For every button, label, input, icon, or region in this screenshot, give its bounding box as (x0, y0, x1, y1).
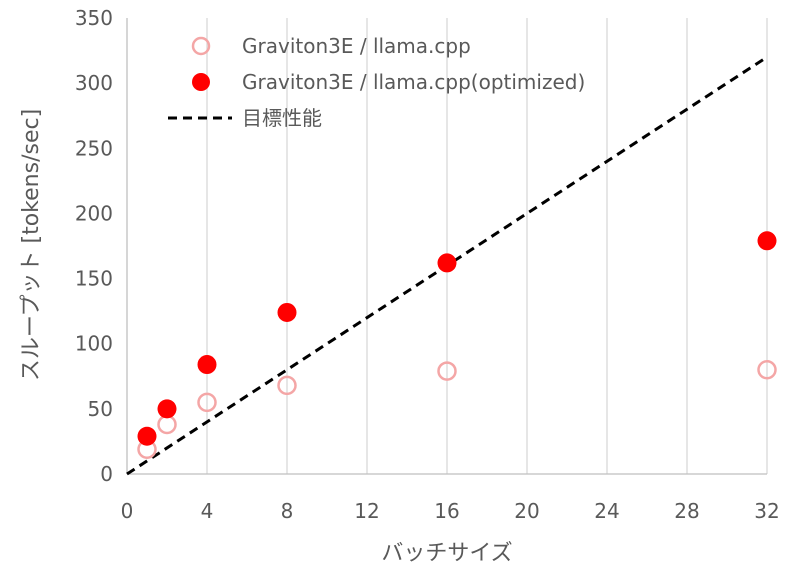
legend-label-llama-cpp-optimized: Graviton3E / llama.cpp(optimized) (242, 70, 585, 94)
point-llama-cpp (197, 392, 217, 413)
y-tick-label: 150 (75, 267, 113, 291)
y-tick-label: 50 (88, 397, 113, 421)
point-llama-cpp-optimized (157, 399, 177, 419)
x-tick-label: 16 (434, 499, 459, 523)
legend-label-target: 目標性能 (242, 106, 322, 130)
x-tick-label: 8 (281, 499, 294, 523)
legend-marker-llama-cpp-optimized (192, 73, 210, 91)
x-axis-title: バッチサイズ (381, 541, 512, 566)
point-llama-cpp (157, 414, 177, 435)
y-tick-label: 100 (75, 332, 113, 356)
y-tick-label: 250 (75, 136, 113, 160)
legend: Graviton3E / llama.cpp Graviton3E / llam… (168, 34, 585, 130)
x-tick-label: 20 (514, 499, 539, 523)
point-llama-cpp-optimized (757, 231, 777, 251)
point-llama-cpp (437, 361, 457, 381)
x-tick-label: 4 (201, 499, 214, 523)
y-tick-label: 300 (75, 71, 113, 95)
point-llama-cpp-optimized (137, 426, 157, 446)
axes (126, 18, 767, 475)
point-llama-cpp (277, 375, 297, 396)
x-tick-label: 24 (594, 499, 619, 523)
y-tick-label: 0 (100, 462, 113, 486)
y-tick-label: 350 (75, 6, 113, 30)
data-marks (126, 55, 777, 476)
legend-marker-llama-cpp (191, 36, 211, 56)
x-tick-label: 28 (674, 499, 699, 523)
x-tick-label: 12 (354, 499, 379, 523)
y-tick-labels: 0 50 100 150 200 250 300 350 (75, 6, 113, 486)
point-llama-cpp-optimized (277, 302, 297, 322)
point-llama-cpp-optimized (197, 355, 217, 375)
point-llama-cpp-optimized (437, 253, 457, 273)
y-axis-title: スループット [tokens/sec] (19, 109, 44, 381)
y-tick-label: 200 (75, 201, 113, 225)
x-tick-label: 0 (121, 499, 134, 523)
point-llama-cpp (757, 360, 777, 380)
x-tick-label: 32 (754, 499, 779, 523)
x-tick-labels: 0 4 8 12 16 20 24 28 32 (121, 499, 780, 523)
legend-label-llama-cpp: Graviton3E / llama.cpp (242, 34, 471, 58)
grid-lines (206, 18, 768, 474)
